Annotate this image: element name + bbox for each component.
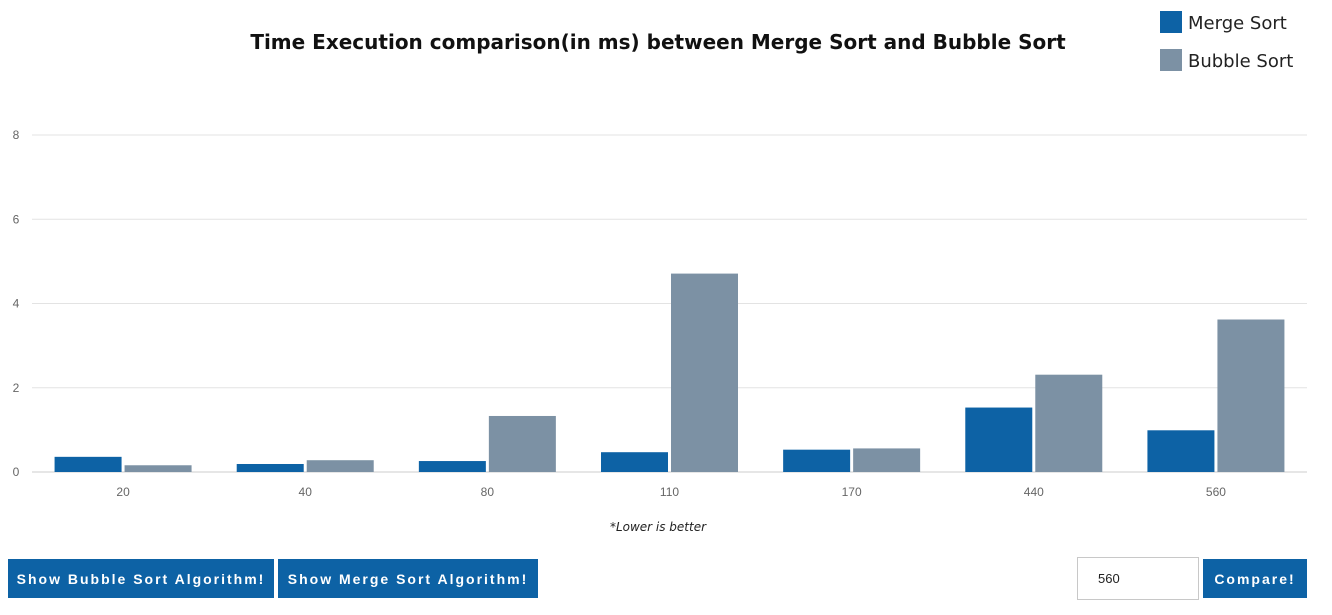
bar-bubble-sort-80[interactable] [488,415,556,472]
bar-merge-sort-110[interactable] [601,452,668,472]
bar-bubble-sort-170[interactable] [853,448,921,472]
y-tick-label: 4 [13,297,20,311]
bar-chart: Time Execution comparison(in ms) between… [13,11,1307,534]
x-tick-label: 80 [481,485,495,499]
legend-label: Merge Sort [1188,13,1287,34]
x-axis-ticks: 20 40 80 110 170 440 560 [116,485,1226,499]
bar-merge-sort-40[interactable] [236,463,304,472]
x-tick-label: 40 [299,485,313,499]
bar-bubble-sort-560[interactable] [1217,319,1285,472]
show-merge-sort-button[interactable]: Show Merge Sort Algorithm! [278,559,538,598]
legend-swatch [1160,11,1182,33]
x-tick-label: 20 [116,485,130,499]
bar-bubble-sort-20[interactable] [124,465,192,472]
bar-bubble-sort-440[interactable] [1035,374,1103,472]
bar-merge-sort-20[interactable] [54,456,122,472]
show-bubble-sort-button[interactable]: Show Bubble Sort Algorithm! [8,559,274,598]
y-tick-label: 8 [13,128,20,142]
chart-legend: Merge Sort Bubble Sort [1160,11,1293,72]
y-tick-label: 0 [13,465,20,479]
bar-merge-sort-80[interactable] [418,461,486,472]
bar-merge-sort-560[interactable] [1147,430,1215,472]
chart-note: *Lower is better [610,520,707,534]
x-tick-label: 560 [1206,485,1226,499]
legend-swatch [1160,49,1182,71]
bar-bubble-sort-40[interactable] [306,460,374,472]
x-tick-label: 110 [660,485,679,499]
array-size-input[interactable] [1077,557,1199,600]
bar-merge-sort-440[interactable] [965,407,1033,472]
chart-grid [32,134,1307,473]
chart-bars [54,273,1285,472]
legend-label: Bubble Sort [1188,51,1293,72]
y-tick-label: 6 [13,212,20,226]
x-tick-label: 440 [1024,485,1044,499]
x-tick-label: 170 [842,485,862,499]
y-axis-ticks: 0 2 4 6 8 [13,128,20,479]
chart-title: Time Execution comparison(in ms) between… [250,30,1066,54]
bar-bubble-sort-110[interactable] [671,273,738,472]
y-tick-label: 2 [13,381,20,395]
bar-merge-sort-170[interactable] [783,449,851,472]
compare-button[interactable]: Compare! [1203,559,1307,598]
